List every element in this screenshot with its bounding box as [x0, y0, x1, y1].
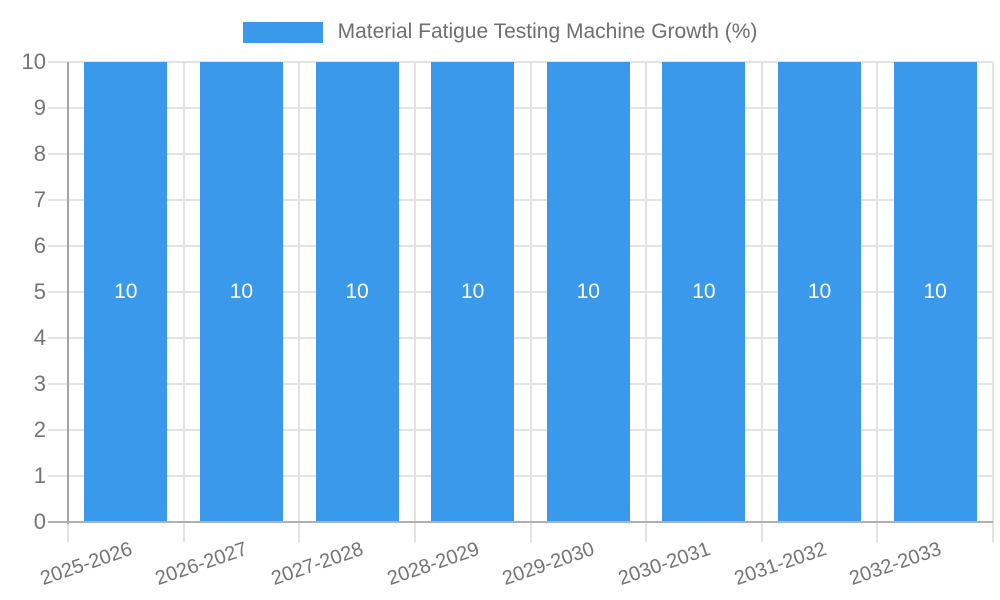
horizontal-gridline	[48, 61, 993, 63]
vertical-gridline	[298, 62, 301, 542]
y-axis-label: 9	[33, 95, 46, 120]
horizontal-gridline	[48, 245, 993, 247]
bar-value-label: 10	[923, 280, 947, 303]
bar[interactable]: 10	[662, 62, 746, 522]
y-axis-line	[67, 62, 69, 524]
bar[interactable]: 10	[546, 62, 630, 522]
bar-value-label: 10	[114, 280, 138, 303]
vertical-gridline	[413, 62, 416, 542]
bar-value-label: 10	[692, 280, 716, 303]
vertical-gridline	[645, 62, 648, 542]
horizontal-gridline	[48, 107, 993, 109]
horizontal-gridline	[48, 337, 993, 339]
bar[interactable]: 10	[315, 62, 399, 522]
y-axis-label: 1	[33, 463, 46, 488]
y-axis-label: 8	[33, 141, 46, 166]
vertical-gridline	[876, 62, 879, 542]
horizontal-gridline	[48, 291, 993, 293]
y-axis-label: 0	[33, 509, 46, 534]
bar[interactable]: 10	[84, 62, 168, 522]
bar[interactable]: 10	[199, 62, 283, 522]
bar[interactable]: 10	[893, 62, 977, 522]
bar-value-label: 10	[345, 280, 369, 303]
y-axis-label: 10	[21, 49, 46, 74]
y-axis-label: 4	[33, 325, 46, 350]
y-axis-label: 2	[33, 417, 46, 442]
bar-value-label: 10	[807, 280, 832, 303]
y-axis-label: 3	[33, 371, 46, 396]
plot-area: 10 10 10 10 10 10 10 10	[48, 61, 994, 542]
legend-swatch	[242, 21, 323, 43]
bar-value-label: 10	[461, 280, 485, 303]
horizontal-gridline	[48, 153, 993, 155]
legend: Material Fatigue Testing Machine Growth …	[0, 20, 1000, 44]
x-axis-line	[48, 521, 993, 523]
y-axis-label: 5	[33, 279, 46, 304]
vertical-gridline	[182, 62, 185, 542]
horizontal-gridline	[48, 429, 993, 431]
bar-value-label: 10	[576, 280, 600, 303]
y-axis-label: 7	[33, 187, 46, 212]
horizontal-gridline	[48, 475, 993, 477]
vertical-gridline	[529, 62, 532, 542]
bar-value-label: 10	[229, 280, 254, 303]
horizontal-gridline	[48, 199, 993, 201]
y-axis-label: 6	[33, 233, 46, 258]
legend-label: Material Fatigue Testing Machine Growth …	[337, 20, 758, 43]
bar[interactable]: 10	[431, 62, 515, 522]
vertical-gridline	[760, 62, 763, 542]
vertical-gridline	[992, 62, 994, 542]
bar[interactable]: 10	[778, 62, 862, 522]
horizontal-gridline	[48, 383, 993, 385]
